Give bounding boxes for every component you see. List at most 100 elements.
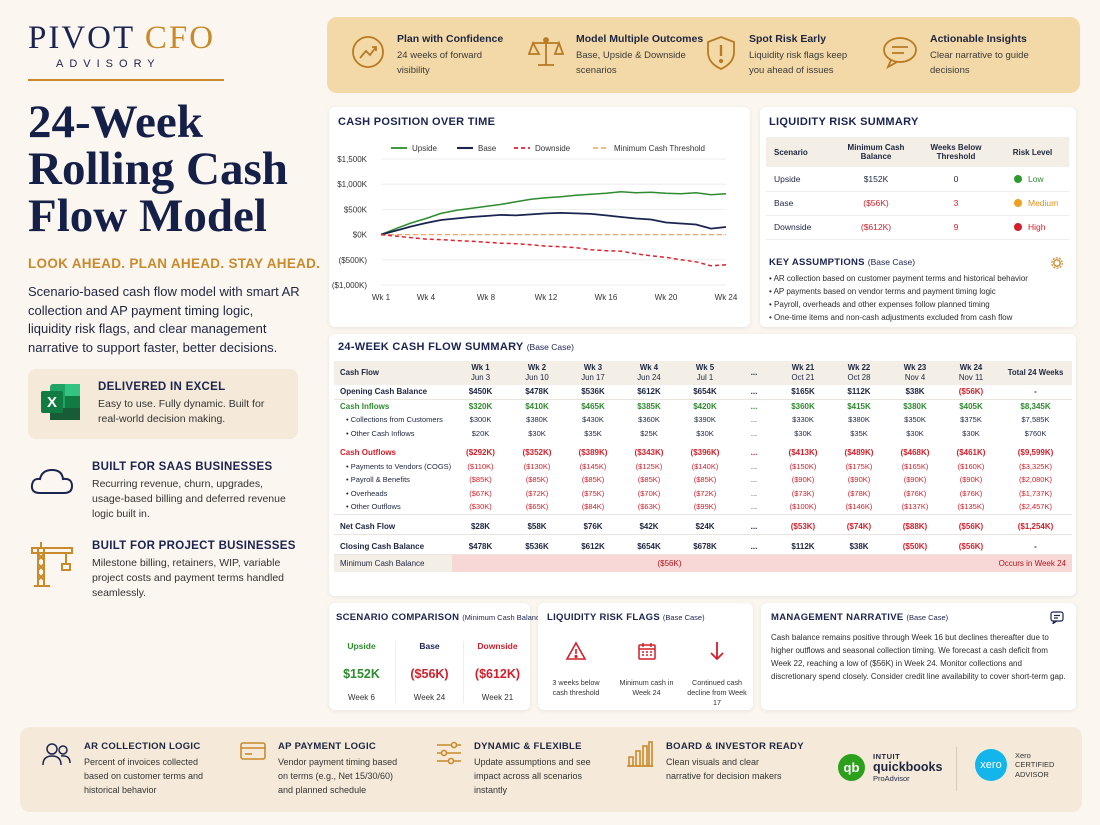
speech-bubble-icon xyxy=(883,36,917,69)
quickbooks-logo-icon: qb xyxy=(838,754,865,781)
table-cell: ($125K) xyxy=(635,461,663,471)
min-cash-value: ($56K) xyxy=(452,554,887,572)
scenario-columns: Upside $152K Week 6 Base ($56K) Week 24 Down… xyxy=(329,641,530,703)
week-date: Jun 17 xyxy=(581,373,605,382)
table-cell: $330K xyxy=(792,415,814,424)
risk-row: Downside ($612K) 9 High xyxy=(766,215,1069,240)
table-cell: ... xyxy=(733,385,775,400)
table-cell: ($110K) xyxy=(467,461,494,471)
table-cell: ($72K) xyxy=(525,488,549,498)
banner-text: Clear narrative to guide decisions xyxy=(930,49,1029,76)
table-cell: ... xyxy=(750,415,758,424)
risk-min-cash: ($612K) xyxy=(836,215,916,240)
row-label: • Payroll & Benefits xyxy=(346,475,410,484)
comment-icon[interactable] xyxy=(1050,611,1064,624)
risk-level: Medium xyxy=(996,191,1069,216)
table-cell: ($90K) xyxy=(847,475,871,484)
table-cell: ($63K) xyxy=(621,500,677,515)
table-cell: ... xyxy=(750,488,758,498)
scenario-week: Week 6 xyxy=(348,693,375,702)
week-label: Wk 2 xyxy=(527,363,547,372)
scenario-base: Base ($56K) Week 24 xyxy=(398,641,461,703)
risk-weeks: 3 xyxy=(916,191,996,216)
feature-project: BUILT FOR PROJECT BUSINESSES Milestone b… xyxy=(28,540,300,601)
table-cell: ($165K) xyxy=(901,461,929,471)
excel-icon: X xyxy=(40,381,80,421)
flag-item: Continued cash decline from Week 17 xyxy=(685,641,749,708)
table-cell: ($99K) xyxy=(677,500,733,515)
table-cell: ... xyxy=(750,461,758,471)
scenario-comparison-card: SCENARIO COMPARISON (Minimum Cash Balanc… xyxy=(329,603,546,710)
xero-line: ADVISOR xyxy=(1015,769,1049,779)
assumptions-list: AR collection based on customer payment … xyxy=(769,272,1069,324)
table-cell: $30K xyxy=(794,428,812,438)
table-cell: $30K xyxy=(696,428,714,438)
table-cell: ($88K) xyxy=(887,520,943,535)
risk-header: Risk Level xyxy=(996,137,1069,167)
table-cell: $654K xyxy=(677,385,733,400)
table-cell: $8,345K xyxy=(1020,401,1051,411)
feature-text: Easy to use. Fully dynamic. Built for re… xyxy=(98,398,265,425)
table-cell: $536K xyxy=(509,540,565,555)
page-title: 24-Week Rolling Cash Flow Model xyxy=(28,96,288,242)
table-cell: ($70K) xyxy=(637,488,661,498)
table-cell: ($137K) xyxy=(887,500,943,515)
footer-title: AR COLLECTION LOGIC xyxy=(84,741,201,752)
row-label: Net Cash Flow xyxy=(334,520,452,535)
footer-item: BOARD & INVESTOR READY Clean visuals and … xyxy=(626,741,804,783)
risk-title: LIQUIDITY RISK SUMMARY xyxy=(769,116,919,128)
legend-label: Base xyxy=(478,144,497,153)
table-cell: ($3,325K) xyxy=(1019,461,1052,471)
feature-saas: BUILT FOR SAAS BUSINESSES Recurring reve… xyxy=(28,461,300,522)
table-cell: $112K xyxy=(831,385,887,400)
qb-brand: INTUIT xyxy=(873,752,901,761)
table-cell: $760K xyxy=(1024,428,1047,438)
risk-scenario: Base xyxy=(766,191,836,216)
row-label: • Other Outflows xyxy=(334,500,452,515)
narrative-subtitle: (Base Case) xyxy=(906,613,949,622)
risk-dot-medium xyxy=(1014,199,1022,207)
xero-logo-icon: xero xyxy=(975,749,1007,781)
intro-text: Scenario-based cash flow model with smar… xyxy=(28,284,300,355)
table-cell: $30K xyxy=(906,428,924,438)
table-cell: ($343K) xyxy=(634,448,664,457)
table-row: • Payments to Vendors (COGS) ($110K) ($130… xyxy=(334,460,1072,474)
banner-text: 24 weeks of forward visibility xyxy=(397,49,483,76)
table-cell: $410K xyxy=(525,401,549,411)
narrative-title-text: MANAGEMENT NARRATIVE xyxy=(771,612,904,623)
down-arrow-icon xyxy=(710,642,724,661)
tagline: LOOK AHEAD. PLAN AHEAD. STAY AHEAD. xyxy=(28,256,321,271)
table-cell: ($135K) xyxy=(943,500,999,515)
quickbooks-badge: qb INTUIT quickbooks ProAdvisor xyxy=(838,751,942,784)
table-cell: $465K xyxy=(581,401,605,411)
table-cell: ($72K) xyxy=(693,488,717,498)
table-cell: ... xyxy=(750,475,758,484)
cashflow-subtitle: (Base Case) xyxy=(526,342,574,352)
risk-level: Low xyxy=(996,167,1069,192)
feature-title: BUILT FOR PROJECT BUSINESSES xyxy=(92,540,296,552)
table-cell: ... xyxy=(750,401,758,411)
banner-title: Actionable Insights xyxy=(930,32,1027,45)
week-date: Jun 10 xyxy=(525,373,549,382)
cash-position-chart-card: CASH POSITION OVER TIME $1,500K $1,000K $5… xyxy=(329,107,750,327)
cashflow-header: Cash Flow xyxy=(334,361,452,385)
min-cash-label: Minimum Cash Balance xyxy=(334,554,452,572)
min-cash-note: Occurs in Week 24 xyxy=(887,554,1072,572)
table-cell: ($352K) xyxy=(522,448,552,457)
footer-strip: AR COLLECTION LOGIC Percent of invoices c… xyxy=(20,727,1082,812)
table-cell: $380K xyxy=(903,401,927,411)
y-tick-label: $0K xyxy=(353,231,368,240)
table-row: • Other Cash Inflows $20K $30K $35K $25K $30K… xyxy=(334,427,1072,441)
flag-text: 3 weeks below cash threshold xyxy=(552,678,600,697)
table-cell: ($175K) xyxy=(845,461,873,471)
gear-icon[interactable] xyxy=(1051,257,1063,269)
table-cell: $612K xyxy=(621,385,677,400)
table-row: • Overheads ($67K) ($72K) ($75K) ($70K) ($72K… xyxy=(334,487,1072,501)
banner-item: Spot Risk Early Liquidity risk flags keep… xyxy=(705,33,882,78)
banner-item: Model Multiple Outcomes Base, Upside & Do… xyxy=(528,33,705,78)
table-cell: ($90K) xyxy=(959,475,983,484)
table-cell: ($130K) xyxy=(523,461,551,471)
y-tick-label: $1,000K xyxy=(337,180,367,189)
series-line-downside xyxy=(380,233,727,267)
calendar-icon xyxy=(637,643,656,660)
